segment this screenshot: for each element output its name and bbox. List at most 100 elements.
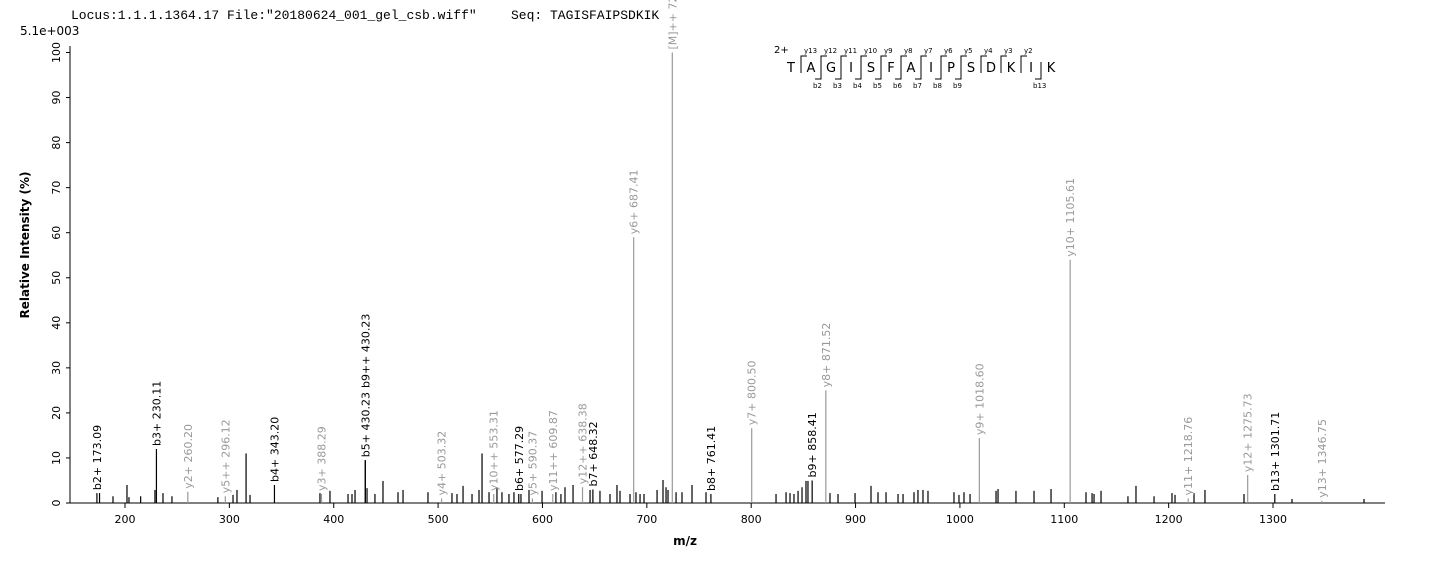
y-ion-label: y5 <box>964 47 973 55</box>
residue: F <box>887 61 894 76</box>
residue: S <box>967 61 975 76</box>
y-tick-label: 50 <box>50 271 63 285</box>
x-tick-label: 400 <box>323 513 344 526</box>
y-tick-label: 30 <box>50 361 63 375</box>
peak-label: y9+ 1018.60 <box>973 363 986 435</box>
y-ion-label: y7 <box>924 47 933 55</box>
x-tick-label: 900 <box>845 513 866 526</box>
peak-label: y5++ 296.12 <box>219 419 232 493</box>
residue: S <box>867 61 875 76</box>
residue: K <box>1047 61 1056 76</box>
residue: I <box>1029 61 1033 76</box>
y-ion-mark <box>980 55 987 73</box>
y-tick-label: 20 <box>50 406 63 420</box>
peak-label: b4+ 343.20 <box>268 417 281 482</box>
peak-label: b7+ 648.32 <box>587 421 600 486</box>
scale-label: 5.1e+003 <box>20 24 79 38</box>
b-ion-mark <box>855 62 862 80</box>
peak-label: b2+ 173.09 <box>91 425 104 490</box>
x-axis-title: m/z <box>673 534 697 548</box>
b-ion-mark <box>1035 62 1042 80</box>
y-ion-label: y9 <box>884 47 893 55</box>
residue: I <box>929 61 933 76</box>
x-tick-label: 1100 <box>1050 513 1078 526</box>
residue: P <box>947 61 955 76</box>
peak-label: b9+ 858.41 <box>806 412 819 477</box>
b-ion-label: b4 <box>853 82 862 90</box>
x-tick-label: 1300 <box>1259 513 1287 526</box>
peak-label: y12+ 1275.73 <box>1242 393 1255 472</box>
peak-label: b5+ 430.23 <box>359 392 372 457</box>
y-ion-label: y2 <box>1024 47 1033 55</box>
x-tick-label: 800 <box>741 513 762 526</box>
peak-label: y2+ 260.20 <box>182 424 195 489</box>
b-ion-label: b2 <box>813 82 822 90</box>
y-ion-mark <box>1000 55 1007 73</box>
peak-label: y7+ 800.50 <box>746 360 759 425</box>
residue: T <box>786 61 795 76</box>
peak-label: y3+ 388.29 <box>316 426 329 491</box>
b-ion-mark <box>915 62 922 80</box>
sequence-header: Seq: TAGISFAIPSDKIK <box>511 8 659 23</box>
y-tick-label: 90 <box>50 91 63 105</box>
residue: D <box>986 61 996 76</box>
b-ion-label: b9 <box>953 82 962 90</box>
b-ion-label: b6 <box>893 82 902 90</box>
residue: I <box>849 61 853 76</box>
peak-label: [M]++ 724.41 <box>666 0 679 50</box>
b-ion-label: b8 <box>933 82 942 90</box>
x-tick-label: 600 <box>532 513 553 526</box>
y-tick-label: 10 <box>50 451 63 465</box>
peak-label: y13+ 1346.75 <box>1316 419 1329 498</box>
residue: G <box>826 61 836 76</box>
y-ion-label: y11 <box>844 47 857 55</box>
b-ion-mark <box>935 62 942 80</box>
peak-label: y8+ 871.52 <box>820 323 833 388</box>
peak-label: b8+ 761.41 <box>705 426 718 491</box>
y-ion-label: y3 <box>1004 47 1013 55</box>
b-ion-mark <box>955 62 962 80</box>
peak-label: y6+ 687.41 <box>628 169 641 234</box>
y-tick-label: 80 <box>50 136 63 150</box>
x-tick-label: 300 <box>219 513 240 526</box>
y-ion-label: y8 <box>904 47 913 55</box>
b-ion-label: b5 <box>873 82 882 90</box>
b-ion-mark <box>875 62 882 80</box>
peak-label: b9++ 430.23 <box>359 314 372 388</box>
b-ion-mark <box>895 62 902 80</box>
x-tick-label: 700 <box>636 513 657 526</box>
locus-header: Locus:1.1.1.1364.17 File:"20180624_001_g… <box>71 8 477 23</box>
y-ion-label: y12 <box>824 47 837 55</box>
b-ion-label: b13 <box>1033 82 1046 90</box>
y-ion-mark <box>1020 55 1027 73</box>
peak-label: y11++ 609.87 <box>547 410 560 491</box>
residue: A <box>907 61 916 76</box>
x-tick-label: 1000 <box>946 513 974 526</box>
residue: A <box>807 61 816 76</box>
peak-label: b3+ 230.11 <box>150 381 163 446</box>
y-axis-title: Relative Intensity (%) <box>18 172 32 319</box>
y-ion-mark <box>880 55 887 73</box>
peak-label: b6+ 577.29 <box>513 426 526 491</box>
y-tick-label: 60 <box>50 226 63 240</box>
b-ion-mark <box>835 62 842 80</box>
y-tick-label: 70 <box>50 181 63 195</box>
peak-label: y11+ 1218.76 <box>1182 417 1195 496</box>
y-ion-mark <box>920 55 927 73</box>
x-tick-label: 200 <box>115 513 136 526</box>
y-tick-label: 0 <box>50 500 63 507</box>
y-ion-label: y10 <box>864 47 877 55</box>
y-ion-mark <box>840 55 847 73</box>
y-tick-label: 40 <box>50 316 63 330</box>
b-ion-mark <box>815 62 822 80</box>
x-tick-label: 1200 <box>1155 513 1183 526</box>
peak-label: y10++ 553.31 <box>488 410 501 491</box>
peak-label: y10+ 1105.61 <box>1064 178 1077 257</box>
peak-label: b13+ 1301.71 <box>1269 412 1282 491</box>
peak-label: y4+ 503.32 <box>436 431 449 496</box>
x-tick-label: 500 <box>428 513 449 526</box>
residue: K <box>1007 61 1016 76</box>
peak-label: y5+ 590.37 <box>526 431 539 496</box>
precursor-charge: 2+ <box>774 45 789 56</box>
b-ion-label: b3 <box>833 82 842 90</box>
